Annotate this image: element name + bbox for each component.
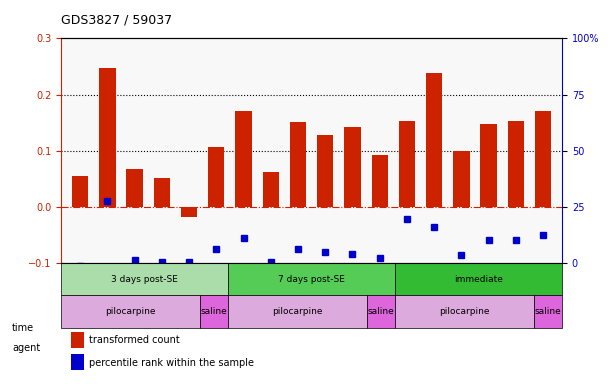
Bar (395, 263, 562, 295)
Bar (263, 172, 279, 207)
Text: agent: agent (12, 343, 40, 353)
Bar (290, 122, 306, 207)
Bar (71, 354, 84, 370)
Text: saline: saline (535, 307, 562, 316)
Bar (235, 111, 252, 207)
Bar (126, 169, 143, 207)
Bar (534, 295, 562, 328)
Bar (61, 263, 228, 295)
Text: 7 days post-SE: 7 days post-SE (278, 275, 345, 284)
Bar (154, 178, 170, 207)
Bar (395, 295, 534, 328)
Bar (181, 207, 197, 217)
Text: saline: saline (368, 307, 395, 316)
Text: percentile rank within the sample: percentile rank within the sample (89, 358, 254, 367)
Text: time: time (12, 323, 34, 333)
Bar (228, 263, 395, 295)
Bar (71, 332, 84, 348)
Bar (317, 135, 334, 207)
Text: pilocarpine: pilocarpine (439, 307, 490, 316)
Text: transformed count: transformed count (89, 335, 180, 345)
Bar (426, 73, 442, 207)
Bar (208, 147, 224, 207)
Text: pilocarpine: pilocarpine (273, 307, 323, 316)
Text: immediate: immediate (454, 275, 503, 284)
Text: 3 days post-SE: 3 days post-SE (111, 275, 178, 284)
Text: saline: saline (201, 307, 227, 316)
Bar (480, 124, 497, 207)
Bar (453, 151, 469, 207)
Text: GDS3827 / 59037: GDS3827 / 59037 (61, 14, 172, 27)
Bar (508, 121, 524, 207)
Bar (367, 295, 395, 328)
Bar (535, 111, 551, 207)
Bar (371, 155, 388, 207)
Bar (399, 121, 415, 207)
Bar (344, 127, 360, 207)
Bar (200, 295, 228, 328)
Bar (99, 68, 115, 207)
Bar (228, 295, 367, 328)
Text: pilocarpine: pilocarpine (106, 307, 156, 316)
Bar (61, 295, 200, 328)
Bar (72, 176, 89, 207)
